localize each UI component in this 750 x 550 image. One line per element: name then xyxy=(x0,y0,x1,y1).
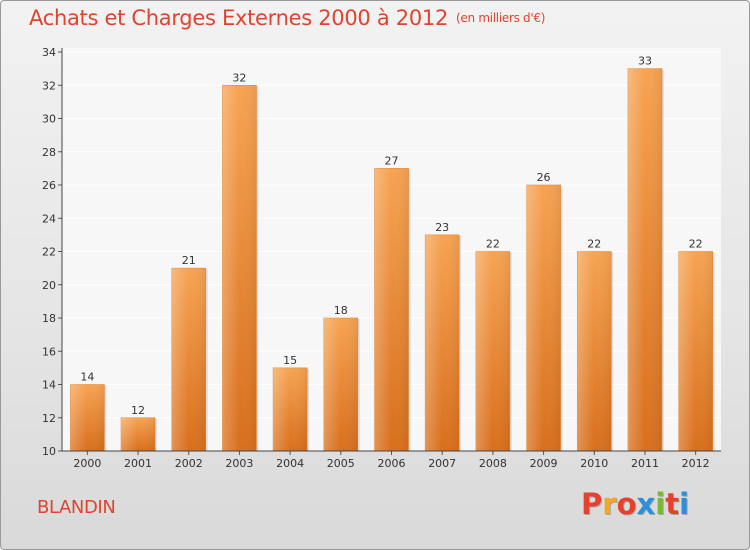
y-tick-label: 30 xyxy=(42,113,56,126)
data-label: 14 xyxy=(80,371,94,384)
data-label: 27 xyxy=(385,154,399,167)
bar-highlight xyxy=(678,251,713,451)
data-label: 26 xyxy=(537,171,551,184)
proxiti-logo[interactable]: Proxiti xyxy=(581,487,689,521)
x-tick-label: 2011 xyxy=(631,457,659,470)
data-label: 22 xyxy=(587,238,601,251)
y-tick-label: 20 xyxy=(42,279,56,292)
y-tick-label: 16 xyxy=(42,345,56,358)
data-label: 15 xyxy=(283,354,297,367)
bar-highlight xyxy=(323,318,358,451)
x-tick-label: 2010 xyxy=(580,457,608,470)
data-label: 22 xyxy=(689,238,703,251)
x-tick-label: 2008 xyxy=(479,457,507,470)
bar-highlight xyxy=(121,417,156,451)
logo-letter: x xyxy=(636,487,656,521)
logo-letter: P xyxy=(581,487,603,521)
y-tick-label: 32 xyxy=(42,79,56,92)
logo-letter: i xyxy=(679,487,690,521)
logo-letter: r xyxy=(602,487,617,521)
y-tick-label: 28 xyxy=(42,146,56,159)
y-tick-label: 34 xyxy=(42,46,56,59)
data-label: 18 xyxy=(334,304,348,317)
bar-highlight xyxy=(171,268,206,451)
bar-highlight xyxy=(627,68,662,451)
x-tick-label: 2012 xyxy=(682,457,710,470)
x-tick-label: 2000 xyxy=(73,457,101,470)
y-tick-label: 12 xyxy=(42,412,56,425)
data-label: 33 xyxy=(638,55,652,68)
bar-highlight xyxy=(222,85,257,451)
bar-highlight xyxy=(70,384,105,451)
x-tick-label: 2005 xyxy=(327,457,355,470)
chart-title: Achats et Charges Externes 2000 à 2012 (e… xyxy=(29,6,545,30)
x-tick-label: 2002 xyxy=(175,457,203,470)
logo-letter: i xyxy=(655,487,666,521)
data-label: 22 xyxy=(486,238,500,251)
y-tick-label: 14 xyxy=(42,379,56,392)
title-text: Achats et Charges Externes 2000 à 2012 xyxy=(29,6,449,30)
x-tick-label: 2004 xyxy=(276,457,304,470)
bar-highlight xyxy=(475,251,510,451)
x-tick-label: 2001 xyxy=(124,457,152,470)
chart-subtitle: (en milliers d'€) xyxy=(456,11,546,25)
bar-highlight xyxy=(577,251,612,451)
x-tick-label: 2006 xyxy=(378,457,406,470)
x-tick-label: 2007 xyxy=(428,457,456,470)
x-tick-label: 2009 xyxy=(530,457,558,470)
bar-highlight xyxy=(273,367,308,451)
x-tick-label: 2003 xyxy=(225,457,253,470)
y-tick-label: 18 xyxy=(42,312,56,325)
logo-letter: t xyxy=(665,487,680,521)
bar-highlight xyxy=(374,168,409,451)
data-label: 12 xyxy=(131,404,145,417)
y-tick-label: 24 xyxy=(42,212,56,225)
bar-highlight xyxy=(526,185,561,451)
y-tick-label: 26 xyxy=(42,179,56,192)
data-label: 32 xyxy=(232,71,246,84)
logo-letter: o xyxy=(616,487,637,521)
data-label: 23 xyxy=(435,221,449,234)
bar-highlight xyxy=(425,234,460,451)
y-tick-label: 22 xyxy=(42,246,56,259)
y-tick-label: 10 xyxy=(42,445,56,458)
commune-name: BLANDIN xyxy=(37,497,116,518)
data-label: 21 xyxy=(182,254,196,267)
